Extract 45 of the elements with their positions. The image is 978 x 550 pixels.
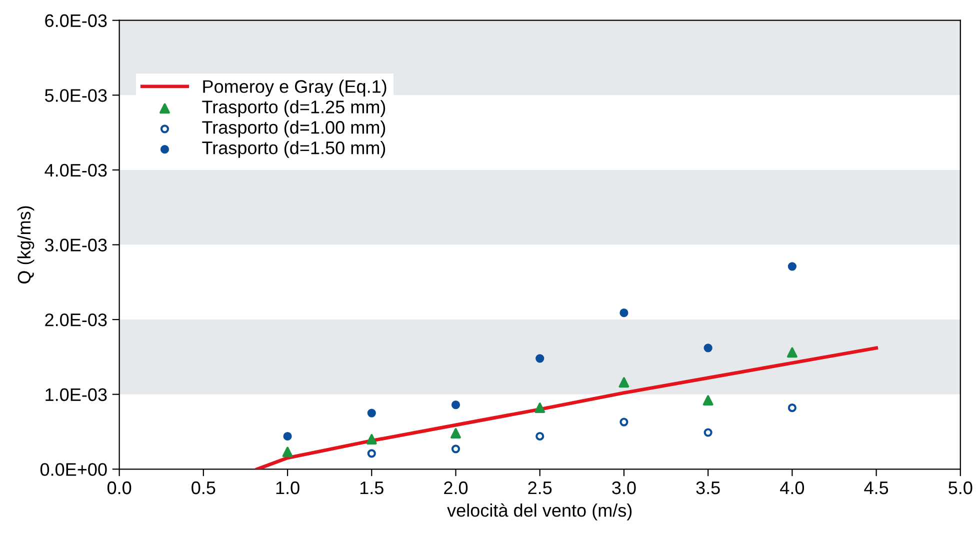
- point: [367, 408, 376, 418]
- point: [618, 377, 630, 388]
- y-tick-label: 5.0E-03: [45, 89, 107, 102]
- point: [536, 432, 544, 441]
- legend-label: Trasporto (d=1.50 mm): [202, 141, 386, 158]
- legend-label: Pomeroy e Gray (Eq.1): [203, 80, 386, 97]
- point: [536, 354, 544, 363]
- x-tick-label: 2.5: [528, 481, 552, 494]
- point: [367, 449, 376, 458]
- line-series: [256, 346, 878, 470]
- point: [282, 446, 293, 458]
- point: [704, 344, 712, 352]
- point: [450, 428, 461, 438]
- x-tick-label: 0.5: [192, 481, 216, 494]
- x-tick-label: 3.0: [612, 481, 636, 494]
- point: [451, 400, 460, 410]
- x-tick-label: 2.0: [444, 481, 468, 494]
- point: [620, 308, 628, 318]
- point: [704, 428, 712, 437]
- y-tick-label: 3.0E-03: [44, 238, 107, 252]
- y-tick-label: 1.0E-03: [46, 388, 107, 402]
- point: [283, 432, 292, 441]
- x-tick-label: 3.5: [696, 481, 720, 494]
- point: [786, 347, 798, 358]
- x-tick-label: 1.5: [360, 482, 384, 494]
- x-tick-label: 5.0: [948, 481, 972, 494]
- point: [534, 402, 546, 414]
- y-tick-label: 0.0E+00: [40, 463, 107, 476]
- point: [702, 395, 714, 406]
- y-axis-title: Q (kg/ms): [17, 206, 34, 284]
- x-tick-label: 4.0: [780, 481, 804, 494]
- x-axis-title: velocità del vento (m/s): [447, 503, 632, 520]
- point: [620, 418, 628, 426]
- x-tick-label: 4.5: [864, 482, 888, 494]
- legend-label: Trasporto (d=1.25 mm): [202, 100, 386, 117]
- x-tick-label: 1.0: [276, 481, 300, 494]
- point: [451, 444, 460, 454]
- x-tick-label: 0.0: [107, 481, 132, 494]
- legend-label: Trasporto (d=1.00 mm): [202, 120, 386, 138]
- y-tick-label: 4.0E-03: [44, 164, 107, 177]
- y-tick-label: 6.0E-03: [45, 14, 107, 28]
- point: [366, 434, 377, 444]
- y-tick-label: 2.0E-03: [45, 313, 107, 326]
- point: [788, 262, 796, 271]
- point: [788, 404, 796, 412]
